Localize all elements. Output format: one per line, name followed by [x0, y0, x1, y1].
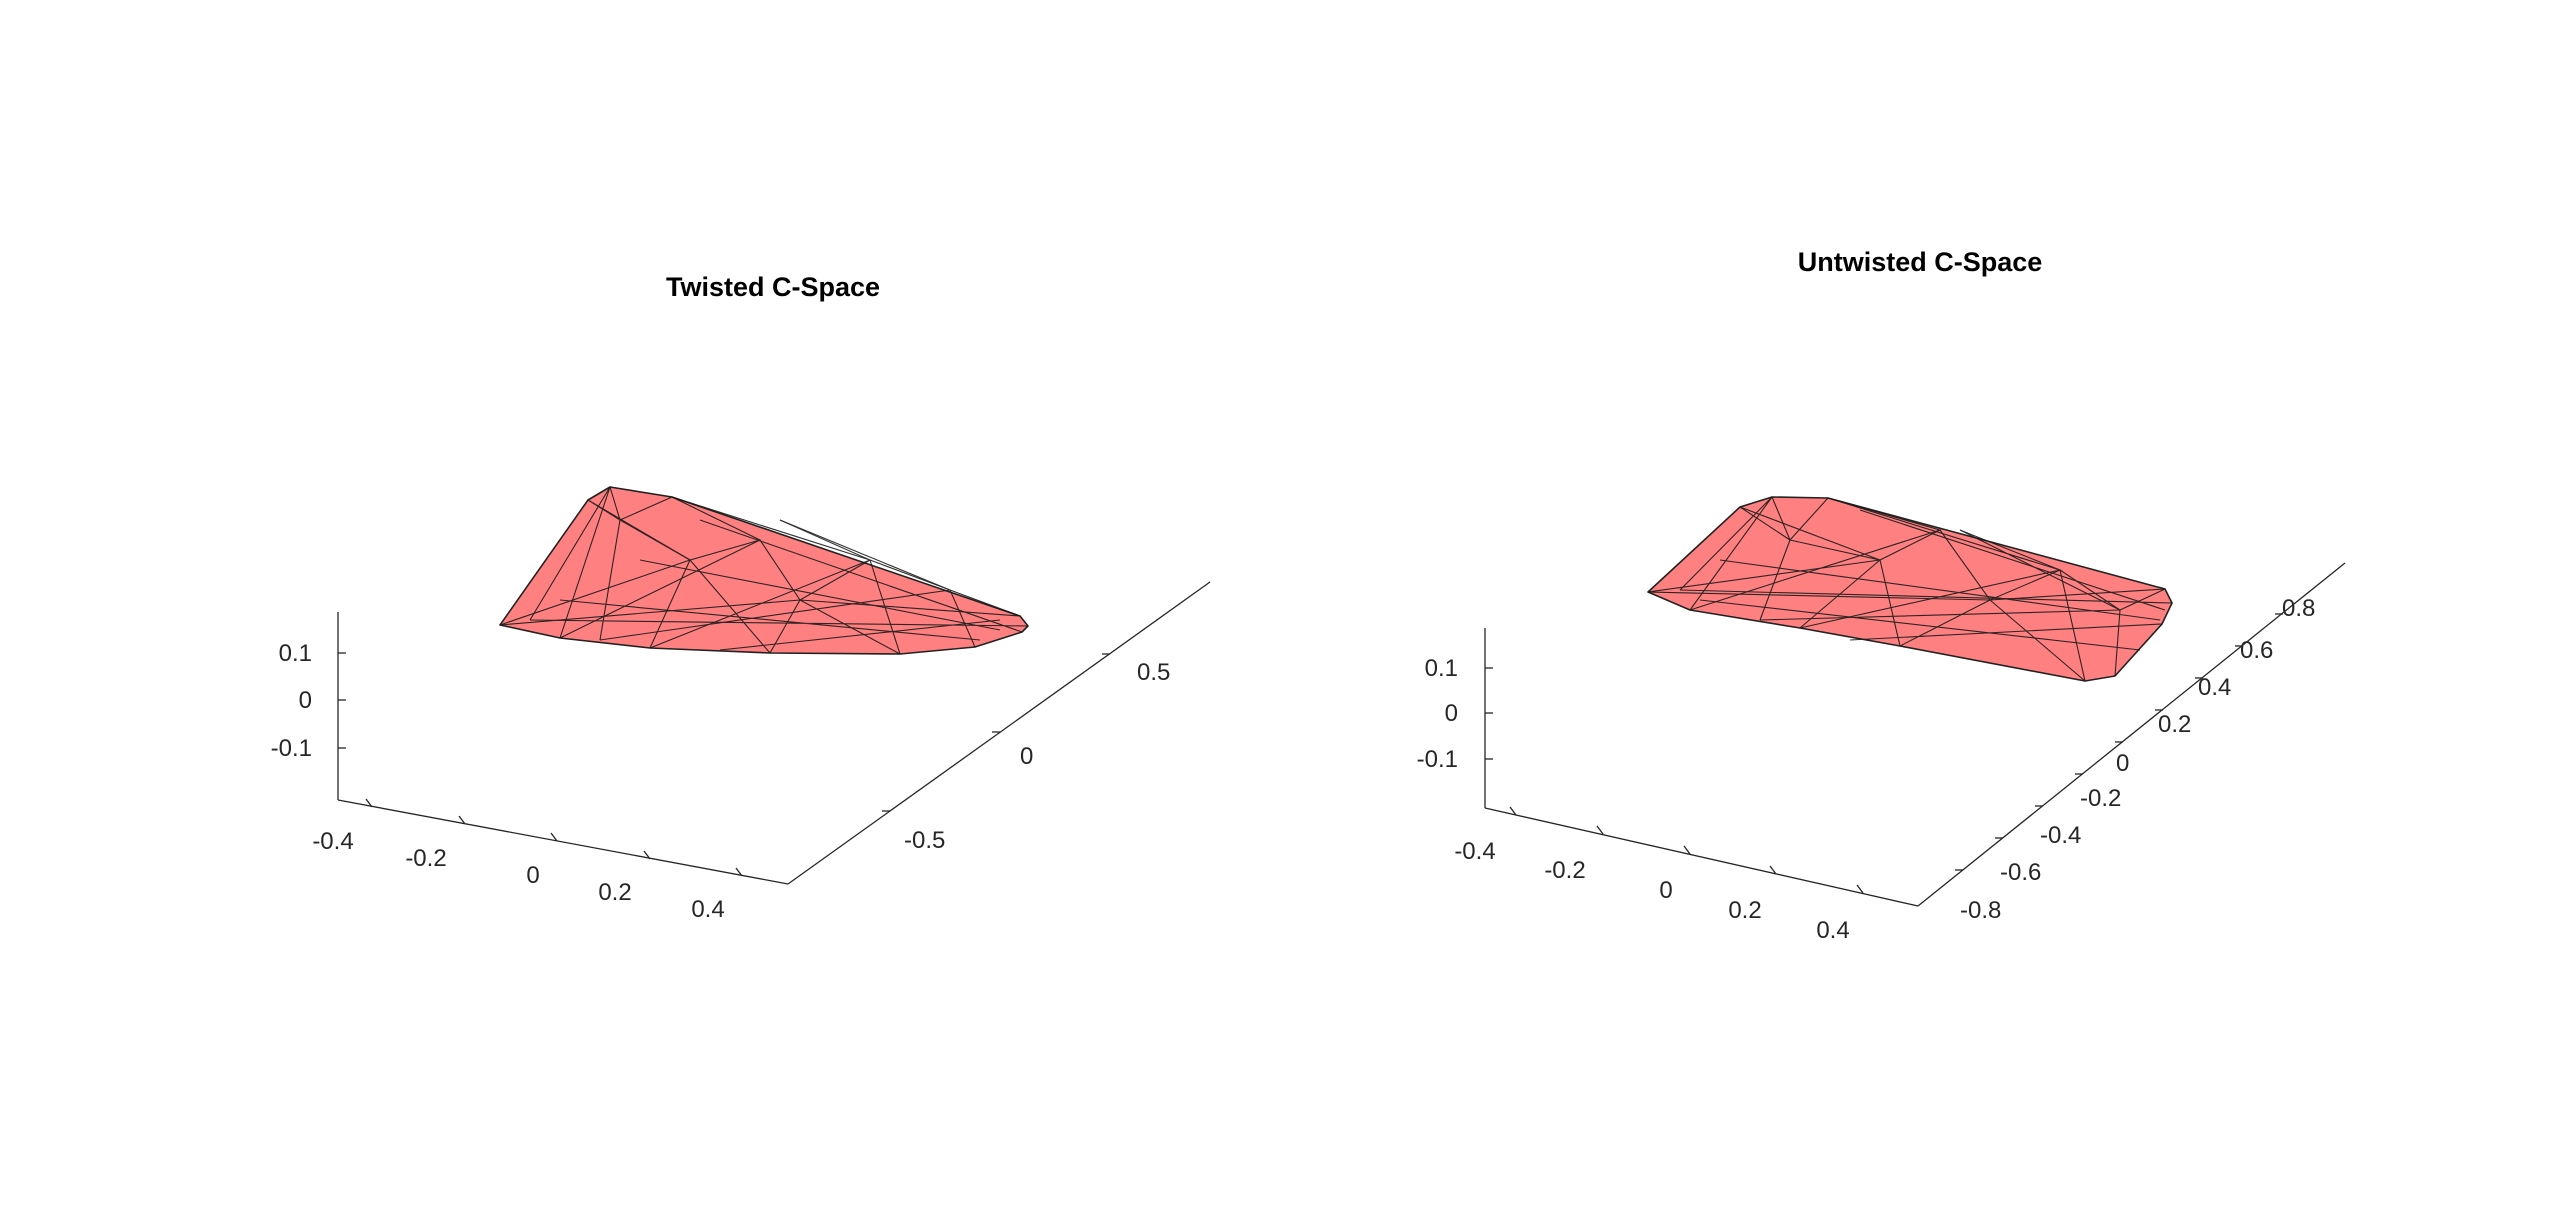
z-axis: 0.1 0 -0.1	[1417, 628, 1493, 808]
z-tick-label: 0.1	[1425, 655, 1458, 682]
x-tick	[1769, 865, 1777, 875]
x-tick	[1856, 884, 1864, 894]
hull-mesh	[499, 486, 1029, 655]
x-axis-line	[337, 799, 789, 885]
y-tick-label: -0.5	[904, 827, 945, 854]
x-tick-label: 0	[526, 862, 539, 889]
chart-title: Untwisted C-Space	[1798, 247, 2043, 277]
y-axis-line	[1917, 562, 2346, 907]
z-tick-label: 0	[1445, 700, 1458, 727]
x-tick	[735, 867, 743, 877]
y-axis: -0.5 0 0.5	[787, 581, 1211, 885]
y-axis: -0.8 -0.6 -0.4 -0.2 0 0.2 0.4 0.6 0.8	[1917, 562, 2346, 924]
x-tick-label: -0.4	[1454, 838, 1495, 865]
x-tick-label: -0.2	[1544, 857, 1585, 884]
y-tick-label: 0	[1020, 743, 1033, 770]
z-axis: 0.1 0 -0.1	[271, 612, 346, 800]
y-tick-label: -0.6	[2000, 859, 2041, 886]
z-tick-label: -0.1	[1417, 746, 1458, 773]
x-tick-label: 0.2	[1728, 897, 1761, 924]
y-tick-label: -0.8	[1960, 897, 2001, 924]
hull-mesh	[1647, 496, 2173, 682]
chart-twisted: Twisted C-Space 0.1 0 -0.1	[271, 272, 1211, 923]
x-tick	[1596, 825, 1604, 835]
z-tick-label: 0	[299, 687, 312, 714]
y-tick-label: -0.2	[2080, 785, 2121, 812]
x-axis-line	[1484, 807, 1919, 907]
x-tick	[550, 832, 558, 842]
hull-surface	[1647, 496, 2173, 682]
y-tick-label: 0.8	[2282, 595, 2315, 622]
y-axis-line	[787, 581, 1211, 885]
x-tick-label: -0.2	[405, 845, 446, 872]
x-axis: -0.4 -0.2 0 0.2 0.4	[312, 798, 789, 923]
z-tick-label: 0.1	[279, 640, 312, 667]
y-tick-label: 0.4	[2198, 674, 2231, 701]
x-tick-label: 0.4	[1816, 917, 1849, 944]
x-tick	[365, 798, 373, 808]
chart-untwisted: Untwisted C-Space 0.1 0 -0.1	[1417, 247, 2346, 944]
x-tick	[1509, 806, 1517, 816]
x-tick-label: 0.2	[598, 879, 631, 906]
x-tick-label: 0	[1659, 877, 1672, 904]
x-axis: -0.4 -0.2 0 0.2 0.4	[1454, 806, 1919, 944]
x-tick	[1683, 845, 1691, 855]
chart-title: Twisted C-Space	[666, 272, 880, 302]
y-tick-label: 0	[2116, 750, 2129, 777]
x-tick-label: -0.4	[312, 828, 353, 855]
hull-surface	[499, 486, 1029, 655]
z-tick-label: -0.1	[271, 735, 312, 762]
x-tick	[643, 850, 651, 860]
hull-polygon	[1647, 496, 2173, 682]
y-tick-label: 0.5	[1137, 659, 1170, 686]
x-tick-label: 0.4	[691, 896, 724, 923]
x-tick	[458, 815, 466, 825]
y-tick-label: -0.4	[2040, 822, 2081, 849]
y-tick-label: 0.2	[2158, 711, 2191, 738]
y-tick-label: 0.6	[2240, 637, 2273, 664]
